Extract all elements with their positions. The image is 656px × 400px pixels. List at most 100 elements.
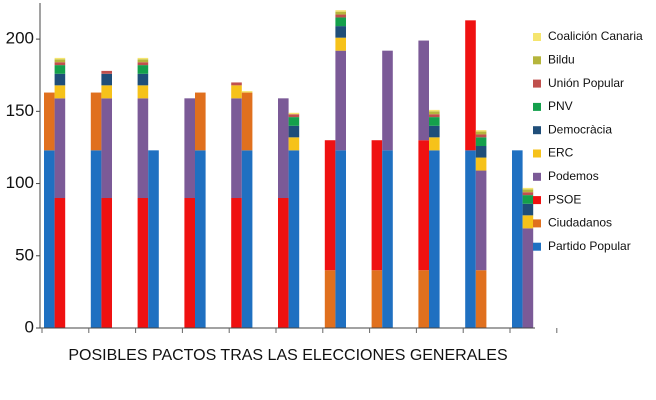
bar-segment — [288, 137, 300, 151]
bar-segment — [418, 140, 429, 271]
bar-segment — [137, 62, 149, 66]
bar-segment — [195, 92, 206, 151]
bar-segment — [54, 85, 66, 99]
bar-segment — [465, 150, 476, 328]
bar-segment — [371, 140, 383, 271]
bar-segment — [475, 157, 487, 171]
legend-swatch — [533, 126, 541, 135]
bar-segment — [137, 57, 149, 60]
legend-label: PSOE — [548, 192, 581, 206]
bar-segment — [44, 150, 55, 328]
bar-segment — [429, 150, 440, 328]
bar-segment — [54, 73, 66, 86]
legend-label: Ciudadanos — [548, 216, 612, 230]
bar-segment — [101, 98, 112, 198]
bar-segment — [522, 189, 534, 193]
bar-segment — [475, 137, 487, 146]
bar-segment — [522, 187, 534, 190]
y-tick-label: 0 — [25, 317, 34, 336]
bar-segment — [231, 98, 242, 198]
bar-segment — [54, 65, 66, 74]
bar-segment — [429, 137, 440, 151]
legend-swatch — [533, 149, 541, 158]
bar-segment — [475, 270, 487, 328]
bar-segment — [324, 140, 336, 271]
bar-segment — [522, 195, 534, 204]
bar-segment — [335, 10, 346, 12]
legend-swatch — [533, 172, 541, 181]
bar-segment — [137, 198, 149, 328]
bar-segment — [475, 170, 487, 271]
bar-segment — [522, 192, 534, 196]
bar-segment — [278, 198, 289, 328]
bar-segment — [101, 73, 112, 86]
bar-segment — [522, 228, 534, 328]
bar-segment — [137, 73, 149, 86]
bar-segment — [429, 114, 440, 118]
legend-label: Bildu — [548, 52, 575, 66]
bar-segment — [54, 98, 66, 198]
bar-segment — [429, 125, 440, 138]
bar-segment — [382, 150, 393, 328]
bar-segment — [418, 270, 429, 328]
legend-swatch — [533, 196, 541, 205]
bar-segment — [371, 270, 383, 328]
bar-segment — [288, 150, 300, 328]
bar-segment — [288, 112, 300, 115]
legend-label: ERC — [548, 146, 574, 160]
legend-swatch — [533, 33, 541, 41]
legend-swatch — [533, 242, 541, 251]
bar-segment — [54, 59, 66, 63]
bar-segment — [101, 70, 112, 74]
bar-segment — [429, 109, 440, 112]
chart-title: POSIBLES PACTOS TRAS LAS ELECCIONES GENE… — [68, 347, 507, 364]
bar-segment — [335, 17, 346, 27]
bar-segment — [231, 198, 242, 328]
bar-segment — [101, 85, 112, 99]
bar-segment — [288, 114, 300, 118]
y-tick-label: 50 — [15, 245, 34, 264]
bar-segment — [54, 198, 66, 328]
bar-segment — [288, 117, 300, 126]
bar-segment — [335, 14, 346, 18]
legend-label: Democràcia — [548, 122, 612, 136]
bar-segment — [429, 111, 440, 115]
bar-segment — [137, 65, 149, 74]
bar-segment — [475, 131, 487, 135]
bar-segment — [475, 146, 487, 158]
bar-segment — [241, 91, 253, 93]
bar-segment — [335, 50, 346, 151]
legend-swatch — [533, 102, 541, 111]
bar-segment — [184, 198, 195, 328]
bar-segment — [137, 98, 149, 198]
bar-segment — [335, 11, 346, 15]
bar-segment — [512, 150, 523, 328]
bar-segment — [335, 37, 346, 51]
bar-segment — [418, 40, 429, 141]
bar-segment — [137, 59, 149, 63]
y-tick-label: 200 — [6, 29, 34, 48]
bar-segment — [278, 98, 289, 198]
bar-segment — [90, 92, 102, 151]
bar-segment — [195, 150, 206, 328]
bar-segment — [241, 92, 253, 151]
bar-segment — [148, 150, 159, 328]
bar-segment — [335, 150, 346, 328]
legend-label: Coalición Canaria — [548, 29, 643, 43]
bar-segment — [475, 130, 487, 132]
bar-segment — [44, 92, 55, 151]
bar-segment — [137, 85, 149, 99]
bar-segment — [241, 150, 253, 328]
bar-segment — [54, 57, 66, 60]
bar-segment — [54, 62, 66, 66]
y-tick-label: 150 — [6, 101, 34, 120]
bar-segment — [90, 150, 102, 328]
bar-segment — [184, 98, 195, 198]
legend-swatch — [533, 56, 541, 65]
bar-segment — [288, 125, 300, 138]
y-tick-label: 100 — [6, 173, 34, 192]
legend-swatch — [533, 79, 541, 88]
bar-segment — [324, 270, 336, 328]
bar-segment — [522, 215, 534, 229]
